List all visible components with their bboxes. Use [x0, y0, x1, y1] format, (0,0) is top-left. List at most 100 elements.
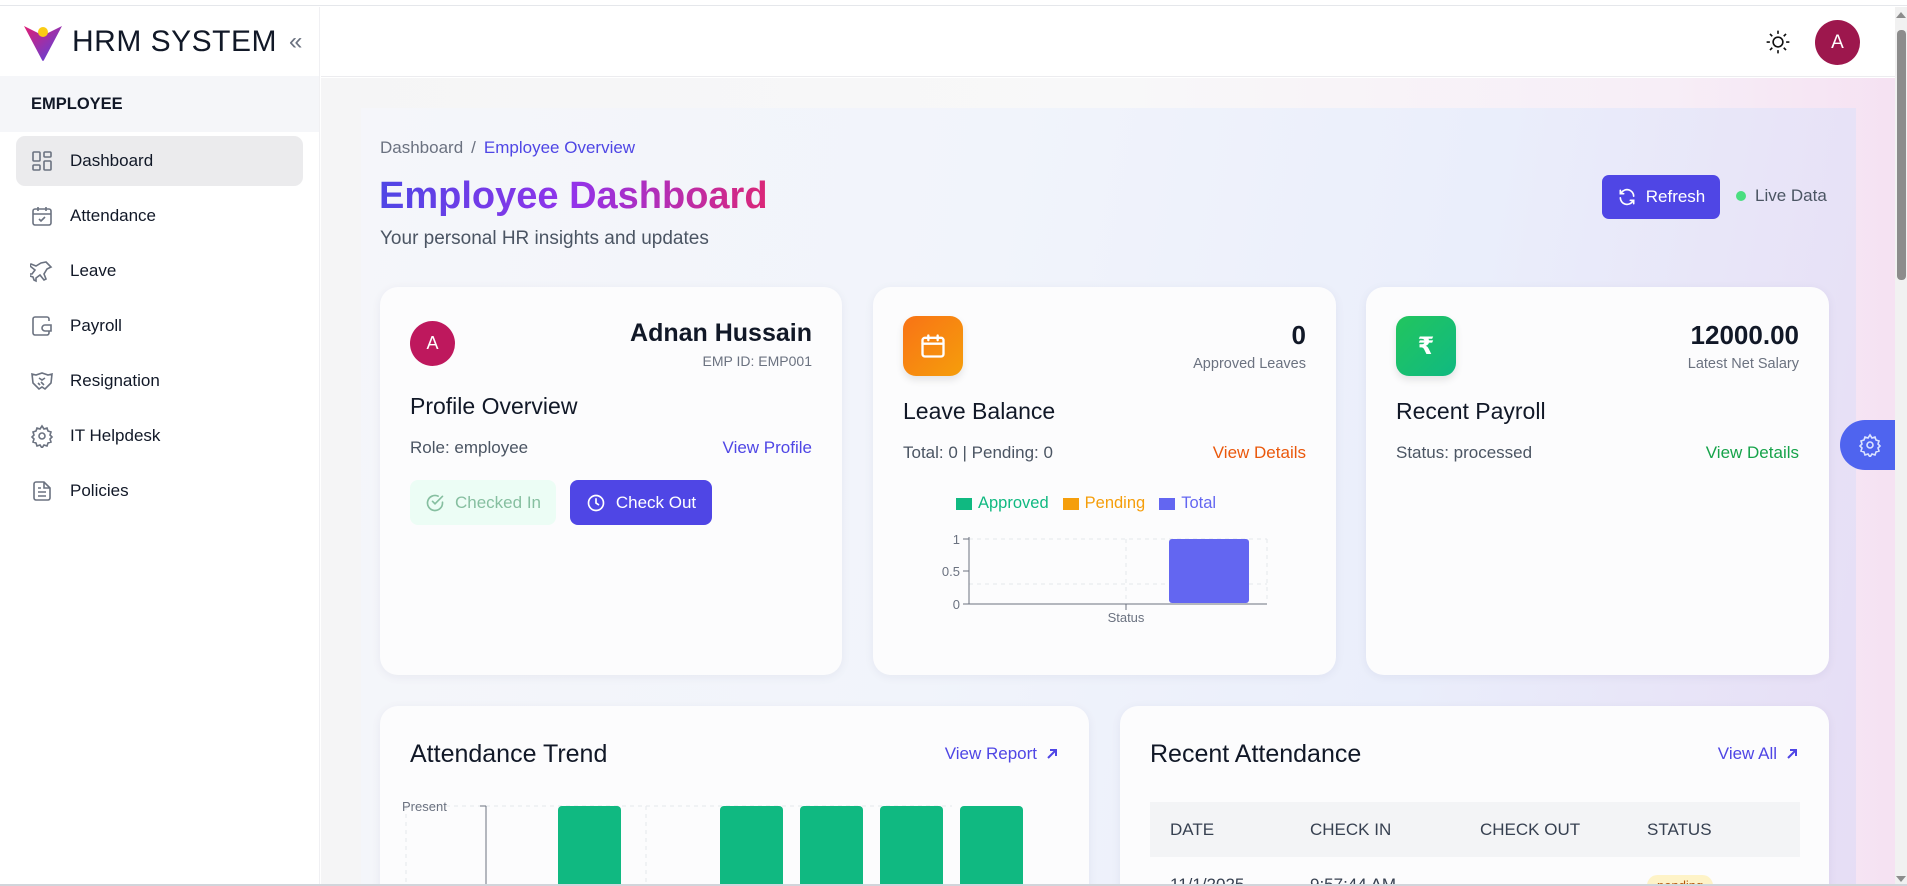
scroll-down-arrow-icon[interactable]: [1896, 876, 1906, 882]
brand-logo-icon: [24, 25, 62, 61]
sidebar-item-dashboard[interactable]: Dashboard: [16, 136, 303, 186]
cell-check-out: --: [1480, 874, 1492, 886]
dashboard-grid-icon: [32, 151, 52, 171]
employee-name: Adnan Hussain: [630, 319, 812, 347]
net-salary-value: 12000.00: [1690, 320, 1799, 350]
leave-calendar-tile: [903, 316, 963, 376]
breadcrumb-current: Employee Overview: [483, 138, 636, 157]
y-tick: 0.5: [942, 564, 960, 579]
leave-view-details-link[interactable]: View Details: [1212, 443, 1306, 462]
document-icon: [33, 481, 51, 501]
live-data-label: Live Data: [1755, 186, 1827, 205]
view-all-link[interactable]: View All: [1718, 744, 1799, 764]
attendance-trend-card: Attendance Trend View Report Present: [380, 706, 1089, 886]
x-axis-label: Status: [1108, 610, 1145, 622]
check-out-button[interactable]: Check Out: [570, 480, 712, 525]
legend-label: Pending: [1084, 494, 1146, 512]
sidebar-item-label: Payroll: [70, 316, 122, 335]
top-header: A: [321, 7, 1907, 77]
leave-summary: Total: 0 | Pending: 0: [903, 443, 1053, 462]
user-avatar-button[interactable]: A: [1815, 20, 1860, 65]
legend-swatch-pending: [1062, 497, 1079, 510]
refresh-label: Refresh: [1645, 187, 1706, 206]
present-bar: [720, 806, 783, 886]
profile-avatar: A: [410, 321, 455, 366]
view-all-label: View All: [1717, 744, 1777, 763]
profile-card: A Adnan Hussain EMP ID: EMP001 Profile O…: [380, 287, 842, 675]
sidebar-item-payroll[interactable]: Payroll: [16, 301, 303, 351]
brand: HRM SYSTEM «: [0, 7, 319, 76]
breadcrumb: Dashboard / Employee Overview: [380, 138, 635, 158]
cell-date: 11/1/2025: [1170, 874, 1245, 886]
sidebar-section-label: EMPLOYEE: [0, 76, 319, 132]
employee-role: Role: employee: [410, 438, 529, 457]
sidebar-item-attendance[interactable]: Attendance: [16, 191, 303, 241]
legend-approved[interactable]: Approved: [956, 494, 1049, 513]
table-row: 11/1/2025 9:57:44 AM -- pending: [1150, 857, 1800, 886]
sidebar-item-label: Dashboard: [70, 151, 154, 170]
app-title: HRM SYSTEM: [72, 24, 278, 58]
leave-chart-legend: Approved Pending Total: [956, 494, 1230, 513]
sidebar-item-resignation[interactable]: Resignation: [16, 356, 303, 406]
breadcrumb-separator: /: [471, 138, 476, 157]
sidebar-item-it-helpdesk[interactable]: IT Helpdesk: [16, 411, 303, 461]
calendar-icon: [921, 334, 945, 358]
checked-in-button[interactable]: Checked In: [410, 480, 556, 525]
payroll-view-details-link[interactable]: View Details: [1705, 443, 1799, 462]
attendance-table: DATE CHECK IN CHECK OUT STATUS 11/1/2025…: [1150, 802, 1800, 886]
cell-check-in: 9:57:44 AM: [1310, 874, 1397, 886]
refresh-button[interactable]: Refresh: [1602, 175, 1720, 219]
scroll-up-arrow-icon[interactable]: [1896, 12, 1906, 18]
sidebar-item-label: Attendance: [70, 206, 157, 225]
checked-in-label: Checked In: [455, 492, 541, 512]
present-bar: [558, 806, 621, 886]
sidebar-item-policies[interactable]: Policies: [16, 466, 303, 516]
sidebar-nav: Dashboard Attendance Leave Payroll Resig…: [0, 132, 319, 525]
net-salary-label: Latest Net Salary: [1687, 356, 1799, 372]
scrollbar-thumb[interactable]: [1897, 30, 1906, 280]
view-profile-link[interactable]: View Profile: [722, 438, 812, 457]
sidebar-item-label: Policies: [70, 481, 129, 500]
column-header-status: STATUS: [1647, 819, 1712, 839]
gear-icon: [1858, 433, 1882, 457]
live-dot-icon: [1736, 191, 1746, 201]
total-bar: [1169, 539, 1249, 603]
sun-icon[interactable]: [1765, 29, 1791, 55]
arrow-up-right-icon: [1787, 749, 1797, 759]
y-axis-label: Present: [402, 799, 447, 814]
collapse-sidebar-icon[interactable]: «: [289, 27, 303, 55]
sidebar-item-leave[interactable]: Leave: [16, 246, 303, 296]
handshake-icon: [31, 372, 53, 391]
view-report-link[interactable]: View Report: [945, 744, 1059, 764]
plane-icon: [30, 261, 53, 283]
calendar-check-icon: [32, 207, 52, 226]
window-bottom-edge: [0, 884, 1907, 886]
recent-attendance-title: Recent Attendance: [1150, 740, 1362, 768]
live-data-indicator: Live Data: [1736, 186, 1827, 206]
legend-total[interactable]: Total: [1159, 494, 1216, 513]
recent-attendance-card: Recent Attendance View All DATE CHECK IN…: [1120, 706, 1829, 886]
column-header-date: DATE: [1170, 819, 1215, 839]
present-bar: [800, 806, 863, 886]
attendance-trend-chart: Present: [402, 799, 1023, 886]
page-subtitle: Your personal HR insights and updates: [380, 228, 709, 249]
table-header: DATE CHECK IN CHECK OUT STATUS: [1150, 802, 1800, 857]
payroll-rupee-tile: ₹: [1396, 316, 1456, 376]
y-tick: 1: [953, 532, 960, 547]
view-report-label: View Report: [944, 744, 1037, 763]
attendance-trend-title: Attendance Trend: [410, 740, 608, 768]
refresh-icon: [1619, 188, 1635, 206]
sidebar-item-label: Resignation: [70, 371, 160, 390]
rupee-icon: ₹: [1417, 332, 1435, 360]
sidebar-item-label: IT Helpdesk: [70, 426, 161, 445]
column-header-check-out: CHECK OUT: [1480, 819, 1581, 839]
payroll-status: Status: processed: [1396, 443, 1533, 462]
legend-pending[interactable]: Pending: [1062, 494, 1146, 513]
profile-card-title: Profile Overview: [410, 393, 578, 419]
settings-floating-button[interactable]: [1840, 420, 1900, 470]
leave-balance-card: 0 Approved Leaves Leave Balance Total: 0…: [873, 287, 1336, 675]
browser-top-edge: [0, 0, 1907, 6]
y-tick: 0: [953, 597, 960, 612]
present-bar: [960, 806, 1023, 886]
breadcrumb-root[interactable]: Dashboard: [380, 138, 464, 157]
